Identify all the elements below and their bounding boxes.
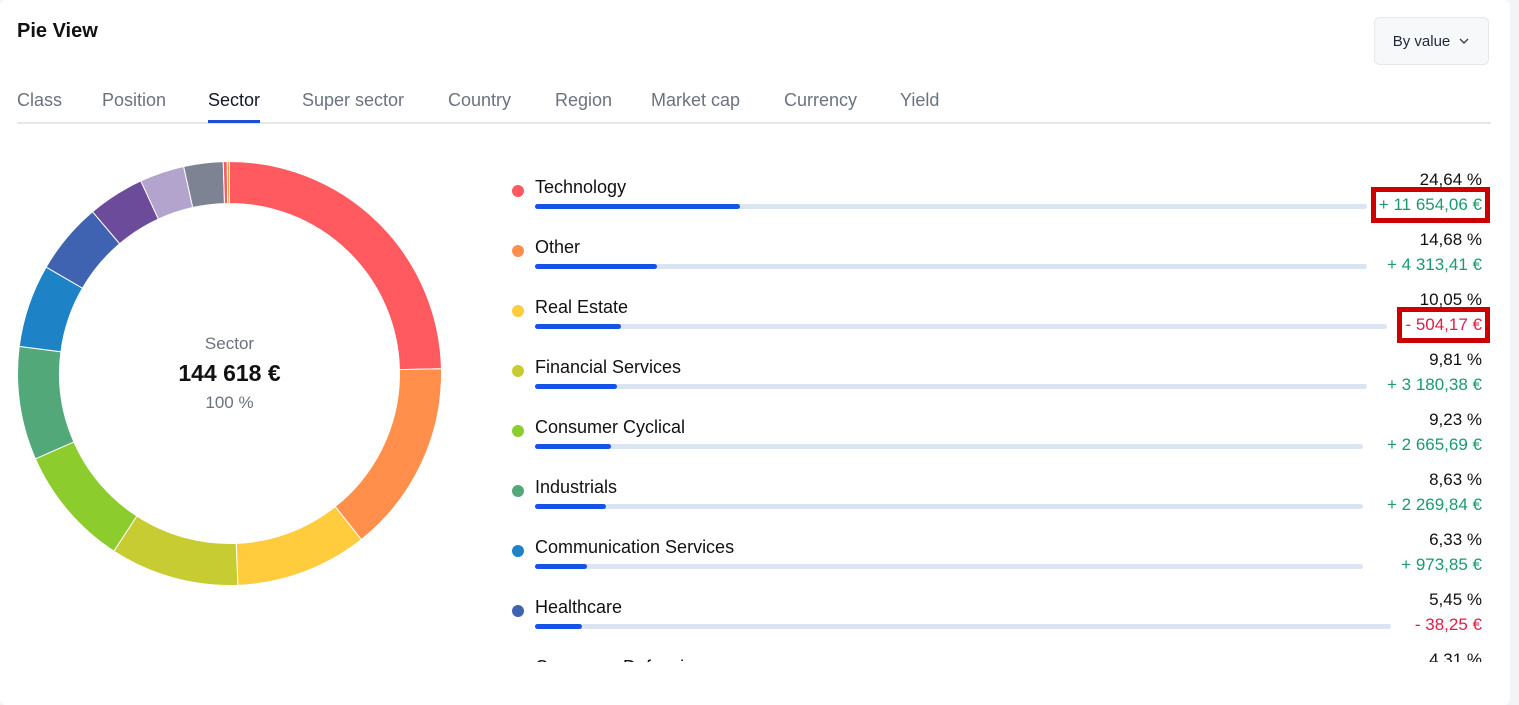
sector-progress-track (535, 444, 1363, 449)
sector-progress-fill (535, 264, 657, 269)
sector-percent: 10,05 % (1419, 290, 1482, 309)
sector-percent: 8,63 % (1429, 470, 1482, 489)
sector-progress-track (535, 264, 1367, 269)
sector-change: + 3 180,38 € (1386, 375, 1482, 394)
sector-change: + 2 665,69 € (1386, 435, 1482, 454)
sector-progress-fill (535, 624, 582, 629)
sector-name: Consumer Defensive (535, 657, 703, 662)
chevron-down-icon (1459, 38, 1469, 44)
sector-color-dot (512, 605, 524, 617)
sector-change: + 973,85 € (1401, 555, 1482, 574)
tab-position[interactable]: Position (102, 90, 167, 110)
sector-percent: 9,81 % (1429, 350, 1482, 369)
sector-color-dot (512, 365, 524, 377)
sector-name: Communication Services (535, 537, 735, 557)
sector-change: - 504,17 € (1397, 307, 1490, 343)
sector-change: + 4 313,41 € (1386, 255, 1482, 274)
sector-row[interactable]: Industrials 8,63 % + 2 269,84 € (505, 460, 1490, 520)
sector-name: Real Estate (535, 297, 629, 317)
sector-progress-track (535, 204, 1367, 209)
sector-percent: 9,23 % (1429, 410, 1482, 429)
sector-change: + 2 269,84 € (1386, 495, 1482, 514)
sector-donut-chart: Sector 144 618 € 100 % (17, 161, 442, 586)
sector-row[interactable]: Consumer Defensive 4,31 % (505, 640, 1490, 662)
sector-percent: 14,68 % (1419, 230, 1482, 249)
sector-color-dot (512, 185, 524, 197)
tab-market-cap[interactable]: Market cap (651, 90, 741, 110)
tab-currency[interactable]: Currency (784, 90, 858, 110)
sector-color-dot (512, 545, 524, 557)
sector-color-dot (512, 485, 524, 497)
tab-super-sector[interactable]: Super sector (302, 90, 405, 110)
sector-row[interactable]: Financial Services 9,81 % + 3 180,38 € (505, 340, 1490, 400)
tab-class[interactable]: Class (17, 90, 63, 110)
sector-row[interactable]: Consumer Cyclical 9,23 % + 2 665,69 € (505, 400, 1490, 460)
sector-row[interactable]: Technology 24,64 % + 11 654,06 € (505, 160, 1491, 223)
sector-progress-fill (535, 444, 611, 449)
sector-progress-fill (535, 384, 617, 389)
sector-row[interactable]: Real Estate 10,05 % - 504,17 € (505, 280, 1490, 343)
sector-color-dot (512, 245, 524, 257)
sector-change: - 38,25 € (1414, 615, 1482, 634)
sector-progress-track (535, 324, 1387, 329)
sector-row[interactable]: Communication Services 6,33 % + 973,85 € (505, 520, 1490, 580)
tab-sector[interactable]: Sector (208, 90, 261, 123)
sector-percent: 6,33 % (1429, 530, 1482, 549)
sector-name: Healthcare (535, 597, 623, 617)
sort-dropdown-button[interactable]: By value (1374, 17, 1489, 65)
sector-change: + 11 654,06 € (1370, 187, 1491, 223)
sector-progress-fill (535, 324, 621, 329)
sector-percent: 5,45 % (1429, 590, 1482, 609)
donut-svg (17, 161, 442, 586)
page-title: Pie View (17, 20, 98, 42)
sector-list: Technology 24,64 % + 11 654,06 € Other 14,68… (505, 160, 1505, 662)
sector-progress-fill (535, 504, 606, 509)
tab-bar: Class Position Sector Super sector Count… (17, 86, 1491, 124)
tab-country[interactable]: Country (448, 90, 512, 110)
sector-progress-track (535, 564, 1363, 569)
donut-center: Sector 144 618 € 100 % (17, 161, 442, 586)
sector-percent: 4,31 % (1429, 650, 1482, 662)
sector-name: Other (535, 237, 581, 257)
sector-progress-track (535, 384, 1367, 389)
sector-color-dot (512, 425, 524, 437)
donut-center-label: Sector (204, 334, 255, 353)
donut-slice[interactable] (226, 161, 230, 205)
sector-progress-fill (535, 564, 587, 569)
sector-color-dot (512, 305, 524, 317)
donut-center-percent: 100 % (205, 393, 254, 412)
sector-percent: 24,64 % (1419, 170, 1482, 189)
tab-region[interactable]: Region (555, 90, 613, 110)
donut-center-total: 144 618 € (178, 360, 281, 386)
sector-row[interactable]: Healthcare 5,45 % - 38,25 € (505, 580, 1490, 640)
sort-dropdown-label: By value (1392, 32, 1451, 50)
sector-name: Financial Services (535, 357, 682, 377)
sector-progress-track (535, 624, 1391, 629)
sector-name: Technology (535, 177, 627, 197)
sector-progress-track (535, 504, 1363, 509)
sector-progress-fill (535, 204, 740, 209)
sector-name: Industrials (535, 477, 618, 497)
tab-yield[interactable]: Yield (900, 90, 940, 110)
sector-row[interactable]: Other 14,68 % + 4 313,41 € (505, 220, 1490, 280)
sector-name: Consumer Cyclical (535, 417, 686, 437)
